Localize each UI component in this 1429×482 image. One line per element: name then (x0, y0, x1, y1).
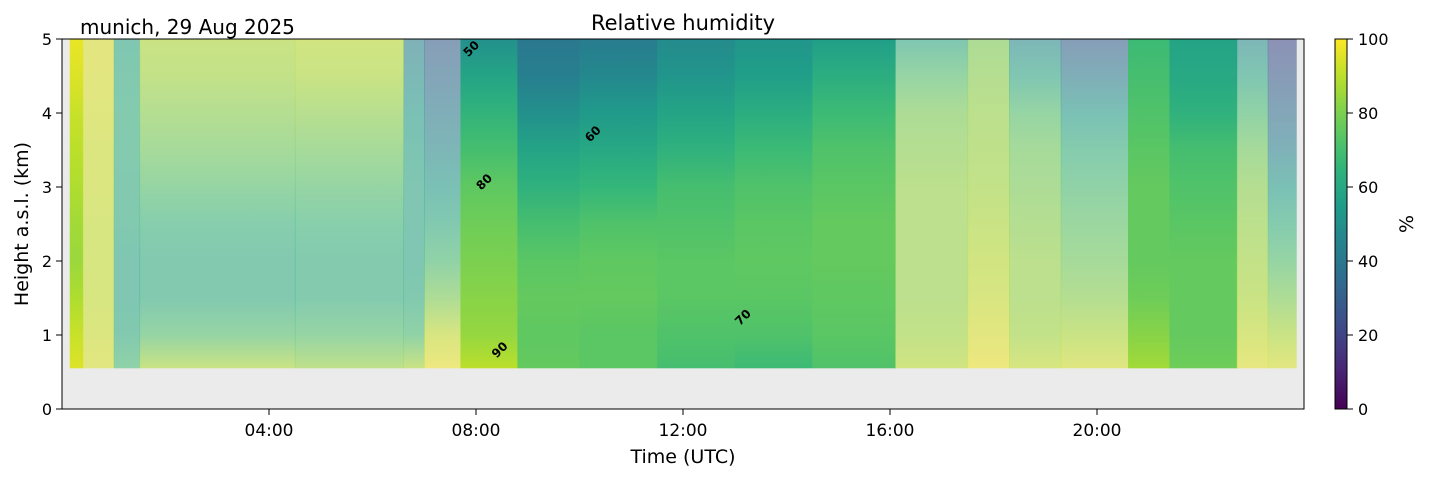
heatmap-column (812, 39, 896, 369)
chart-subtitle: munich, 29 Aug 2025 (80, 15, 295, 39)
heatmap-column (517, 39, 580, 369)
heatmap-column (1009, 39, 1062, 369)
heatmap-column (579, 39, 658, 369)
y-axis-label: Height a.s.l. (km) (11, 142, 33, 306)
chart-title: Relative humidity (591, 11, 775, 35)
heatmap-column (657, 39, 736, 369)
y-tick-label: 3 (42, 178, 52, 197)
y-tick-label: 0 (42, 400, 52, 419)
heatmap-column (294, 39, 405, 369)
heatmap-column (82, 39, 115, 369)
heatmap-column (734, 39, 813, 369)
colorbar-tick-label: 40 (1358, 252, 1378, 271)
x-tick-label: 20:00 (1073, 421, 1122, 441)
colorbar-tick-label: 60 (1358, 178, 1378, 197)
colorbar (1334, 38, 1348, 410)
colorbar-label: % (1396, 215, 1418, 233)
heatmap-column (1169, 39, 1238, 369)
x-axis-label: Time (UTC) (629, 446, 735, 468)
heatmap-column (1267, 39, 1297, 369)
heatmap-column (460, 39, 518, 369)
y-tick-label: 4 (42, 104, 52, 123)
y-tick-label: 2 (42, 252, 52, 271)
x-tick-label: 16:00 (866, 421, 915, 441)
x-tick-label: 04:00 (245, 421, 294, 441)
heatmap-column (113, 39, 141, 369)
colorbar-tick-label: 20 (1358, 326, 1378, 345)
heatmap-column (967, 39, 1010, 369)
heatmap-column (1128, 39, 1170, 369)
heatmap-cells (69, 39, 1297, 369)
y-tick-label: 1 (42, 326, 52, 345)
x-tick-label: 12:00 (659, 421, 708, 441)
heatmap-column (424, 39, 461, 369)
colorbar-ticks: 0 20 40 60 80 100 (1347, 30, 1389, 419)
heatmap-column (139, 39, 296, 369)
colorbar-tick-label: 0 (1358, 400, 1368, 419)
colorbar-tick-label: 100 (1358, 30, 1389, 49)
heatmap-column (1060, 39, 1129, 369)
colorbar-tick-label: 80 (1358, 104, 1378, 123)
heatmap-column (69, 39, 84, 369)
x-tick-label: 08:00 (452, 421, 501, 441)
heatmap-column (403, 39, 425, 369)
y-axis: 0 1 2 3 4 5 (42, 30, 62, 419)
heatmap-column (1236, 39, 1269, 369)
heatmap-column (895, 39, 969, 369)
y-tick-label: 5 (42, 30, 52, 49)
x-axis: 04:00 08:00 12:00 16:00 20:00 (245, 409, 1122, 441)
